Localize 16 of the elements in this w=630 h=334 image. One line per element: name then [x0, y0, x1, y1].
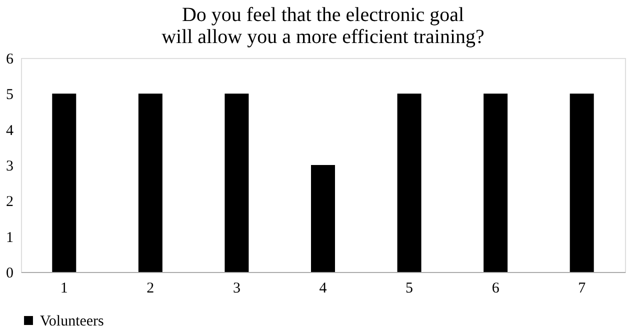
- y-tick-label: 6: [6, 52, 14, 68]
- x-tick-label: 2: [146, 280, 154, 296]
- x-tick-label: 7: [578, 280, 586, 296]
- chart-title: Do you feel that the electronic goal will allow you a more efficient training?: [162, 4, 485, 48]
- y-tick-label: 2: [6, 194, 14, 210]
- x-tick-label: 1: [60, 280, 68, 296]
- y-tick-label: 1: [6, 230, 14, 246]
- x-tick-label: 6: [492, 280, 500, 296]
- y-tick-label: 3: [6, 158, 14, 174]
- legend-label: Volunteers: [40, 314, 104, 330]
- x-tick-label: 3: [232, 280, 240, 296]
- y-tick-label: 5: [6, 87, 14, 104]
- y-tick-label: 0: [6, 266, 14, 282]
- y-tick-label: 4: [6, 122, 14, 139]
- x-tick-label: 4: [319, 280, 328, 296]
- x-tick-label: 5: [406, 280, 414, 296]
